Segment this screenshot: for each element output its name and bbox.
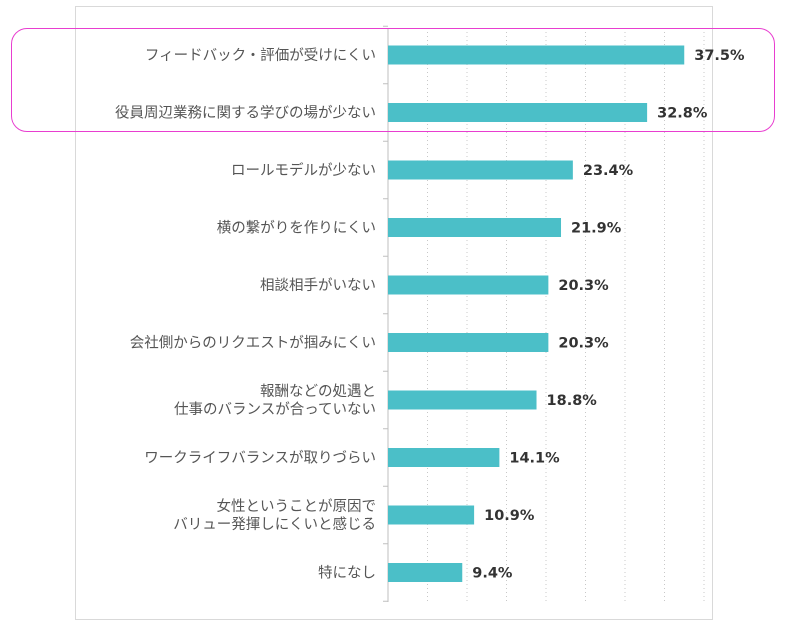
bar [388, 333, 549, 352]
category-label: 女性ということが原因で [217, 497, 377, 515]
bar [388, 275, 549, 295]
bar [388, 218, 562, 237]
category-label: 会社側からのリクエストが掴みにくい [130, 335, 376, 352]
category-label: 仕事のバランスが合っていない [174, 401, 376, 418]
category-label: 相談相手がいない [260, 277, 376, 294]
data-label: 20.3% [558, 336, 609, 352]
category-label: 報酬などの処遇と [260, 383, 376, 400]
bar [388, 160, 573, 180]
bar [388, 103, 648, 122]
data-label: 20.3% [558, 278, 609, 294]
category-label: ワークライフバランスが取りづらい [144, 450, 376, 467]
data-label: 23.4% [583, 163, 634, 179]
bar [388, 390, 537, 410]
data-label: 9.4% [472, 566, 513, 582]
category-label: 役員周辺業務に関する学びの場が少ない [115, 105, 376, 122]
category-label: 横の繋がりを作りにくい [217, 220, 376, 237]
data-label: 18.8% [547, 393, 598, 409]
category-label: バリュー発揮しにくいと感じる [173, 516, 376, 533]
category-label: フィードバック・評価が受けにくい [145, 47, 376, 64]
bar [388, 505, 475, 525]
bar [388, 563, 463, 582]
bar [388, 448, 500, 467]
plot-frame [75, 6, 713, 620]
data-label: 21.9% [571, 221, 622, 237]
data-label: 37.5% [694, 48, 745, 64]
data-label: 32.8% [657, 106, 708, 122]
data-label: 14.1% [509, 451, 560, 467]
bar [388, 45, 685, 65]
data-label: 10.9% [484, 508, 535, 524]
category-label: 特になし [318, 565, 376, 582]
category-label: ロールモデルが少ない [231, 161, 376, 179]
